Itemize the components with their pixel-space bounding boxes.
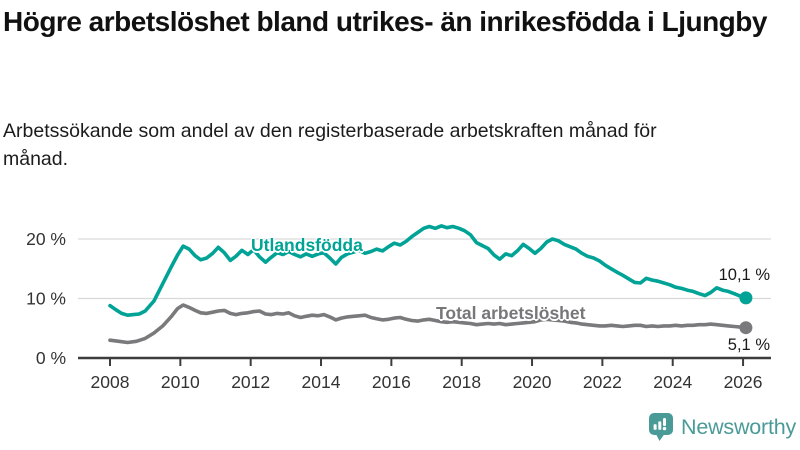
x-axis-tick-label: 2024 <box>653 372 692 392</box>
x-axis-tick-label: 2010 <box>161 372 200 392</box>
series-label-utlandsfodda: Utlandsfödda <box>251 235 363 255</box>
series-label-total-arbetsloshet: Total arbetslöshet <box>436 303 586 323</box>
series-end-dot-utlandsf-dda <box>739 291 753 305</box>
end-value-total-arbetsloshet: 5,1 % <box>727 336 770 354</box>
x-axis-tick-label: 2014 <box>302 372 341 392</box>
end-value-utlandsfodda: 10,1 % <box>718 266 770 284</box>
y-axis-tick-label: 10 % <box>26 289 66 309</box>
y-axis-tick-label: 20 % <box>26 229 66 249</box>
x-axis-tick-label: 2008 <box>91 372 130 392</box>
y-axis-tick-label: 0 % <box>36 348 66 368</box>
x-axis-tick-label: 2020 <box>513 372 552 392</box>
series-line-utlandsf-dda <box>108 224 748 317</box>
x-axis-tick-label: 2022 <box>583 372 622 392</box>
page-title: Högre arbetslöshet bland utrikes- än inr… <box>3 6 767 37</box>
x-axis-tick-label: 2018 <box>442 372 481 392</box>
line-chart: 0 % 10 % 20 % 2008 2010 2012 2014 2016 2018 2020 2… <box>26 224 771 392</box>
x-axis-tick-label: 2026 <box>724 372 763 392</box>
series-line-total-arbetsl-shet <box>108 303 748 345</box>
x-axis-tick-label: 2012 <box>231 372 270 392</box>
bar-chart-bubble-icon <box>649 413 673 441</box>
newsworthy-logo: Newsworthy <box>649 413 796 442</box>
series-end-dot-total-arbetsl-shet <box>739 321 753 335</box>
x-axis-tick-label: 2016 <box>372 372 411 392</box>
newsworthy-wordmark: Newsworthy <box>681 415 797 439</box>
page-subtitle: Arbetssökande som andel av den registerb… <box>3 120 657 170</box>
